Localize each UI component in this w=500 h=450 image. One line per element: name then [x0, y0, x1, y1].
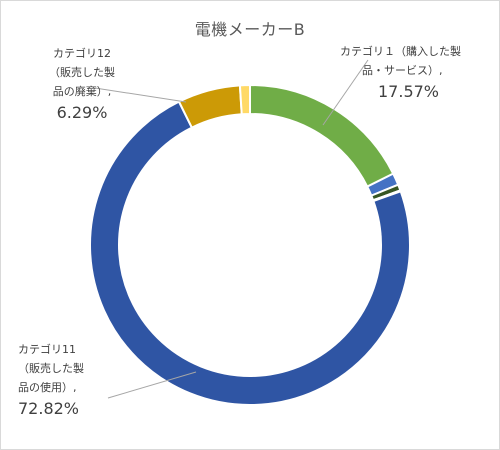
data-label-category-11-line1: カテゴリ11	[18, 343, 76, 356]
leader-line-category-1	[322, 59, 369, 126]
data-label-category-12-line3: 品の廃棄）,	[52, 85, 112, 98]
data-label-category-11-line2: （販売した製	[18, 362, 84, 375]
data-label-category-1-line2: 品・サービス）,	[362, 64, 443, 77]
data-label-category-11-percent: 72.82%	[18, 399, 80, 418]
data-label-category-12-line1: カテゴリ12	[53, 47, 111, 60]
data-label-category-12-percent: 6.29%	[56, 103, 108, 122]
donut-slice-7	[238, 83, 251, 116]
donut-slice-6	[177, 84, 243, 129]
data-label-category-1-line1: カテゴリ１（購入した製	[340, 45, 461, 58]
leader-line-category-11	[107, 371, 197, 399]
leader-line-category-12	[94, 87, 187, 103]
data-label-category-1: カテゴリ１（購入した製 品・サービス）, 17.57%	[340, 42, 500, 104]
data-label-category-12: カテゴリ12 （販売した製 品の廃棄）, 6.29%	[27, 44, 137, 125]
donut-slice-5	[89, 100, 411, 406]
data-label-category-1-percent: 17.57%	[378, 82, 440, 101]
data-label-category-11-line3: 品の使用）,	[18, 381, 77, 394]
data-label-category-12-line2: （販売した製	[49, 66, 115, 79]
chart-title: 電機メーカーB	[194, 20, 306, 39]
data-label-category-11: カテゴリ11 （販売した製 品の使用）, 72.82%	[18, 340, 128, 421]
